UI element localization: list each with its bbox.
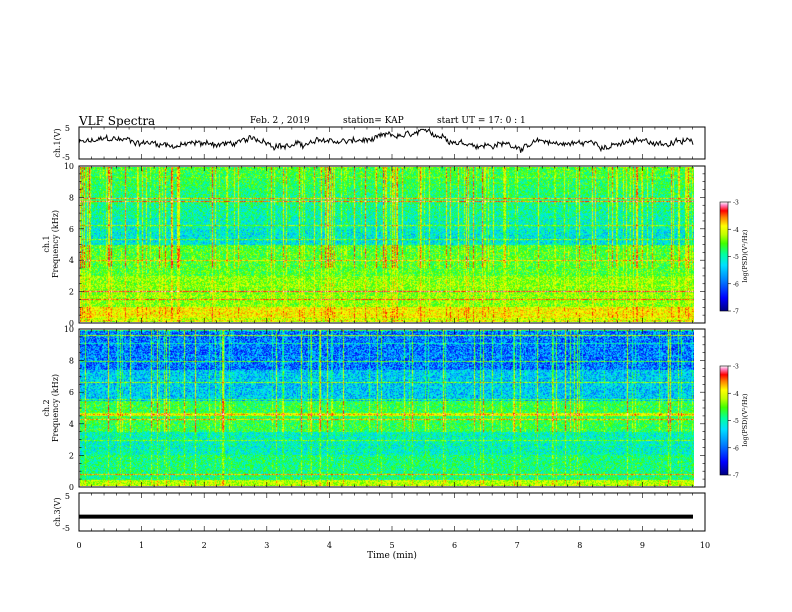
time-ticks	[78, 127, 706, 531]
freq-tick-label: 0	[69, 319, 74, 328]
ch2-freq-ticks: 0 2 4 6 8 10	[64, 325, 705, 492]
freq-tick-label: 2	[69, 451, 74, 460]
start-time-label: start UT = 17: 0 : 1	[437, 116, 526, 126]
colorbar-tick-label: -5	[733, 418, 739, 425]
ch1-ytick-bottom: -5	[62, 153, 70, 162]
ch2-colorbar-ticks: -3 -4 -5 -6 -7	[728, 364, 739, 480]
ch1-colorbar-ticks: -3 -4 -5 -6 -7	[728, 200, 739, 316]
ch1-spectrogram-image	[80, 167, 694, 322]
x-tick-label: 4	[327, 541, 332, 550]
ch1-ytick-top: 5	[65, 124, 70, 133]
spectrogram-pixels	[80, 167, 694, 322]
x-tick-label: 6	[452, 541, 457, 550]
ch2-colorbar	[719, 365, 729, 476]
x-tick-label: 2	[202, 541, 207, 550]
freq-tick-label: 0	[69, 483, 74, 492]
colorbar-tick-label: -7	[733, 473, 739, 480]
freq-tick-label: 4	[69, 256, 74, 265]
ch2-colorbar-label: log(PSD)(V²/Hz)	[741, 393, 749, 446]
colorbar-tick-label: -5	[733, 254, 739, 261]
ch2-spectrogram-image	[80, 330, 694, 486]
freq-tick-label: 8	[69, 193, 74, 202]
colorbar-tick-label: -3	[733, 200, 739, 207]
ch1-freq-ylabel: Frequency (kHz)	[51, 210, 60, 278]
freq-tick-label: 6	[69, 225, 74, 234]
colorbar-tick-label: -7	[733, 309, 739, 316]
spectrogram-pixels	[80, 330, 694, 486]
ch3-waveform-panel: 5 -5 ch.3(V)	[53, 492, 706, 533]
ch1-waveform-line	[78, 128, 694, 153]
x-axis-label: Time (min)	[367, 550, 417, 561]
x-tick-label: 5	[389, 541, 394, 550]
freq-tick-label: 4	[69, 420, 74, 429]
ch1-freq-ylabel-ch: ch.1	[42, 235, 51, 252]
freq-tick-label: 10	[64, 325, 74, 334]
chart-title: VLF Spectra	[79, 114, 156, 128]
x-tick-label: 7	[515, 541, 520, 550]
date-label: Feb. 2 , 2019	[250, 116, 310, 126]
x-tick-label: 10	[700, 541, 710, 550]
x-tick-label: 3	[264, 541, 269, 550]
colorbar-tick-label: -4	[733, 391, 739, 398]
ch1-colorbar	[719, 201, 729, 312]
x-tick-label: 1	[139, 541, 144, 550]
colorbar-tick-label: -3	[733, 364, 739, 371]
ch2-freq-ylabel: Frequency (kHz)	[51, 374, 60, 442]
ch1-ylabel: ch.1(V)	[53, 128, 62, 157]
colorbar-tick-label: -4	[733, 227, 739, 234]
x-tick-label: 0	[76, 541, 81, 550]
freq-tick-label: 2	[69, 288, 74, 297]
freq-tick-label: 10	[64, 162, 74, 171]
x-tick-label: 8	[577, 541, 582, 550]
colorbar-tick-label: -6	[733, 445, 739, 452]
time-tick-labels: 0 1 2 3 4 5 6 7 8 9 10	[76, 541, 710, 550]
ch3-ytick-bottom: -5	[62, 524, 70, 533]
station-label: station= KAP	[343, 116, 404, 126]
ch1-colorbar-label: log(PSD)(V²/Hz)	[741, 229, 749, 282]
ch2-freq-ylabel-ch: ch.2	[42, 399, 51, 416]
ch3-ytick-top: 5	[65, 492, 70, 501]
ch1-freq-ticks: 0 2 4 6 8 10	[64, 162, 705, 328]
freq-tick-label: 8	[69, 357, 74, 366]
ch3-ylabel: ch.3(V)	[53, 497, 62, 526]
colorbar-tick-label: -6	[733, 281, 739, 288]
freq-tick-label: 6	[69, 388, 74, 397]
x-tick-label: 9	[640, 541, 645, 550]
ch1-waveform-panel: 5 -5 ch.1(V)	[53, 124, 706, 162]
